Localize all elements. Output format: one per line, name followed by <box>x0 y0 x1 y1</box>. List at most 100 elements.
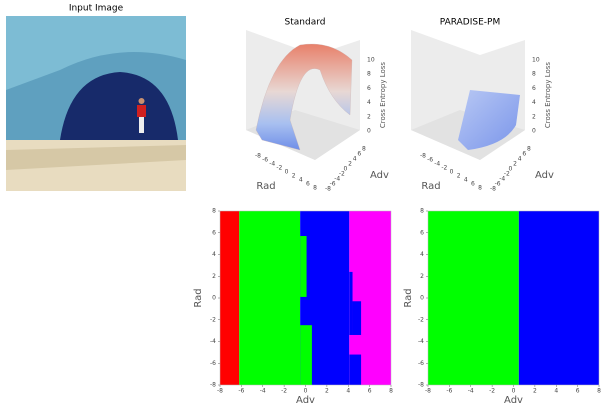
region <box>519 211 599 385</box>
y-tick-label: 4 <box>420 251 424 258</box>
y-label: Adv <box>370 170 389 181</box>
z-tick-label: 10 <box>367 57 375 64</box>
x-tick-label: 6 <box>471 181 475 188</box>
x-tick-label: -6 <box>427 157 433 164</box>
figure: Input Image Standard0246810Cross Entropy… <box>0 0 603 406</box>
z-tick-label: 4 <box>532 99 536 106</box>
x-tick-label: -6 <box>262 157 268 164</box>
y-tick-label: 0 <box>344 166 348 173</box>
region <box>300 236 306 297</box>
region <box>300 325 312 385</box>
x-tick-label: -8 <box>420 153 426 160</box>
y-tick-label: 2 <box>420 273 424 280</box>
y-tick-label: 6 <box>212 229 216 236</box>
z-tick-label: 0 <box>532 128 536 135</box>
y-tick-label: -4 <box>210 338 216 345</box>
region <box>353 301 362 335</box>
x-tick-label: -6 <box>446 388 452 395</box>
y-tick-label: 4 <box>518 156 522 163</box>
x-tick-label: 0 <box>304 388 308 395</box>
y-tick-label: -6 <box>418 360 424 367</box>
y-tick-label: 6 <box>357 151 361 158</box>
x-tick-label: 8 <box>389 388 393 395</box>
y-label: Adv <box>535 170 554 181</box>
x-tick-label: 4 <box>464 177 468 184</box>
x-label: Adv <box>504 395 523 406</box>
z-tick-label: 6 <box>532 85 536 92</box>
x-tick-label: 8 <box>597 388 601 395</box>
panel-title: PARADISE-PM <box>440 18 500 28</box>
y-tick-label: 0 <box>420 295 424 302</box>
y-tick-label: -8 <box>418 382 424 389</box>
x-tick-label: 0 <box>450 169 454 176</box>
x-label: Rad <box>256 181 275 192</box>
region <box>349 272 352 335</box>
y-tick-label: 0 <box>212 295 216 302</box>
x-tick-label: -2 <box>489 388 495 395</box>
x-tick-label: -4 <box>468 388 474 395</box>
x-tick-label: 2 <box>292 173 296 180</box>
y-tick-label: 2 <box>348 161 352 168</box>
surface-panel-standard <box>246 30 360 160</box>
panel-title: Standard <box>285 18 326 28</box>
z-tick-label: 4 <box>367 99 371 106</box>
x-tick-label: 4 <box>299 177 303 184</box>
region <box>239 211 300 385</box>
x-tick-label: -2 <box>281 388 287 395</box>
z-tick-label: 10 <box>532 57 540 64</box>
z-tick-label: 0 <box>367 128 371 135</box>
x-tick-label: -8 <box>217 388 223 395</box>
x-tick-label: -2 <box>441 165 447 172</box>
x-tick-label: -8 <box>255 153 261 160</box>
y-tick-label: -8 <box>210 382 216 389</box>
z-tick-label: 8 <box>367 71 371 78</box>
y-tick-label: 8 <box>527 146 531 153</box>
x-label: Adv <box>296 395 315 406</box>
y-tick-label: 4 <box>353 156 357 163</box>
y-tick-label: 6 <box>420 229 424 236</box>
y-tick-label: 4 <box>212 251 216 258</box>
y-tick-label: 2 <box>212 273 216 280</box>
image-title: Input Image <box>69 4 124 14</box>
x-tick-label: 6 <box>576 388 580 395</box>
x-tick-label: -6 <box>238 388 244 395</box>
z-tick-label: 8 <box>532 71 536 78</box>
x-tick-label: 2 <box>457 173 461 180</box>
x-tick-label: 8 <box>478 185 482 192</box>
y-tick-label: 8 <box>362 146 366 153</box>
z-tick-label: 2 <box>367 113 371 120</box>
y-tick-label: -2 <box>210 316 216 323</box>
x-tick-label: 0 <box>512 388 516 395</box>
y-label: Rad <box>193 288 204 307</box>
y-tick-label: 8 <box>420 208 424 215</box>
surface-panel-paradise <box>411 30 525 160</box>
y-tick-label: 0 <box>509 166 513 173</box>
x-tick-label: -4 <box>269 161 275 168</box>
z-label: Cross Entropy Loss <box>379 62 387 129</box>
region <box>220 211 239 385</box>
y-tick-label: 6 <box>522 151 526 158</box>
y-tick-label: 2 <box>513 161 517 168</box>
region <box>428 211 519 385</box>
region <box>349 355 361 385</box>
y-tick-label: -6 <box>210 360 216 367</box>
z-label: Cross Entropy Loss <box>544 62 552 129</box>
z-tick-label: 6 <box>367 85 371 92</box>
x-tick-label: -8 <box>425 388 431 395</box>
x-tick-label: 6 <box>368 388 372 395</box>
x-tick-label: -4 <box>260 388 266 395</box>
y-tick-label: -4 <box>418 338 424 345</box>
x-tick-label: 4 <box>554 388 558 395</box>
x-label: Rad <box>421 181 440 192</box>
x-tick-label: 2 <box>325 388 329 395</box>
z-tick-label: 2 <box>532 113 536 120</box>
input-photo <box>6 16 186 191</box>
x-tick-label: 0 <box>285 169 289 176</box>
x-tick-label: 8 <box>313 185 317 192</box>
y-tick-label: 8 <box>212 208 216 215</box>
x-tick-label: -2 <box>276 165 282 172</box>
x-tick-label: 2 <box>533 388 537 395</box>
y-tick-label: -2 <box>418 316 424 323</box>
page: Input Image Standard0246810Cross Entropy… <box>0 0 603 406</box>
x-tick-label: 6 <box>306 181 310 188</box>
